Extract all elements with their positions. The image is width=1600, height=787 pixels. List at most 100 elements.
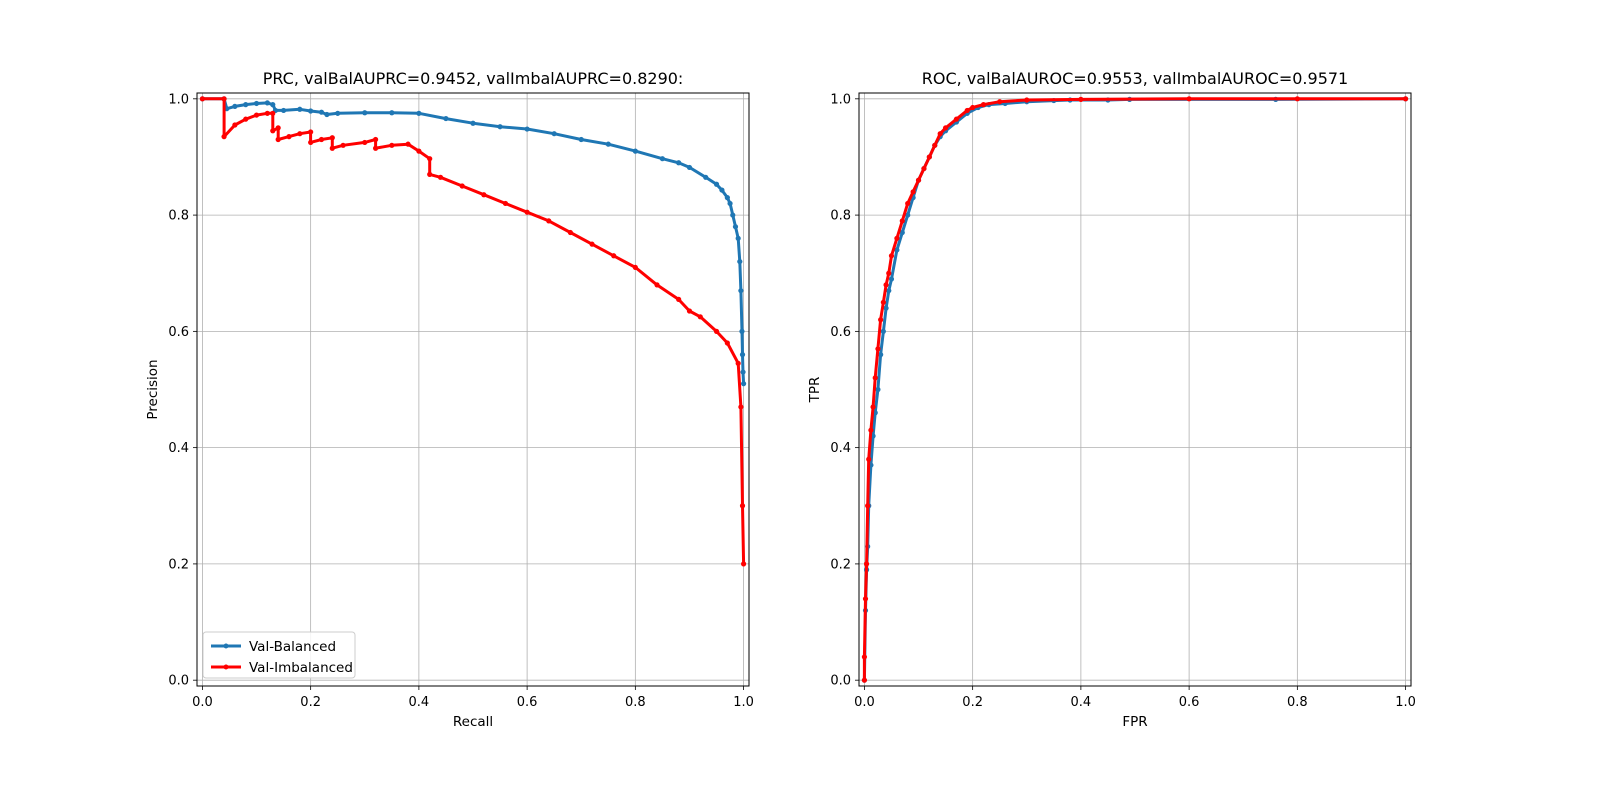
data-point [335,110,341,116]
data-point [232,103,238,109]
roc-panel: 0.0 0.2 0.4 0.6 0.8 1.0 0.0 0.2 0.4 0.6 0.8 1.0 RO… [807,69,1416,730]
data-point [942,125,949,131]
data-point [324,111,330,118]
x-tick-label: 0.6 [1179,695,1200,710]
data-point [1402,96,1409,102]
series-imbalanced [199,96,747,567]
data-point [362,110,368,116]
data-point [340,142,346,148]
data-point [389,142,395,148]
y-tick-label: 0.0 [168,674,189,689]
data-point [862,596,869,602]
series-line [862,97,1406,681]
data-point [732,224,739,230]
x-tick-label: 0.8 [625,695,646,710]
data-point [872,375,878,381]
data-point [329,135,335,141]
data-point [416,148,422,154]
data-point [886,288,892,294]
data-point [286,134,292,140]
data-point [875,386,881,393]
data-point [605,141,611,147]
data-point [470,120,476,126]
series-balanced [861,96,1409,683]
legend-label-balanced: Val-Balanced [249,639,336,655]
data-point [740,369,746,375]
data-point [497,124,503,130]
data-point [735,235,741,241]
prc-axes-frame [196,92,750,687]
prc-title: PRC, valBalAUPRC=0.9452, valImbalAUPRC=0… [263,69,684,88]
prc-y-axis-label: Precision [145,359,161,419]
data-point [676,160,682,166]
prc-panel: 0.0 0.2 0.4 0.6 0.8 1.0 0.0 0.2 0.4 0.6 0.8 1.0 PR… [145,69,754,730]
data-point [308,139,314,146]
data-point [739,503,746,509]
roc-y-axis-label: TPR [807,377,823,404]
prc-lines [199,96,747,567]
data-point [713,328,720,334]
data-point [654,282,660,288]
data-point [964,107,970,114]
data-point [611,253,617,259]
roc-lines [861,96,1409,683]
data-point [953,116,960,122]
legend-label-imbalanced: Val-Imbalanced [249,660,353,676]
y-tick-label: 0.4 [168,441,189,456]
x-tick-label: 1.0 [733,695,754,710]
roc-y-ticks: 0.0 0.2 0.4 0.6 0.8 1.0 [830,92,859,689]
roc-gridlines [859,93,1411,686]
data-point [427,156,433,162]
data-point [740,561,747,567]
series-line [202,97,746,384]
data-point [416,110,422,116]
data-point [880,328,886,334]
data-point [865,503,871,509]
data-point [427,171,433,177]
data-point [738,404,744,410]
data-point [686,308,693,314]
data-point [632,264,638,271]
data-point [275,136,281,143]
data-point [632,148,638,154]
data-point [861,654,868,660]
data-point [878,352,884,358]
data-point [861,677,868,683]
y-tick-label: 0.0 [830,674,851,689]
data-point [870,404,876,410]
series-balanced [199,96,747,387]
x-tick-label: 0.2 [300,695,321,710]
data-point [308,129,314,135]
data-point [297,106,303,112]
x-tick-label: 0.6 [517,695,538,710]
data-point [362,139,368,146]
data-point [905,200,911,207]
prc-gridlines [197,93,749,686]
data-point [567,229,574,236]
data-point [264,110,270,116]
data-point [243,116,249,122]
data-point [980,102,987,108]
data-point [899,229,905,236]
legend-item-balanced: Val-Balanced [211,639,336,655]
data-point [443,115,449,122]
data-point [915,177,922,183]
y-tick-label: 1.0 [830,92,851,107]
data-point [894,235,900,241]
data-point [1186,96,1192,102]
x-tick-label: 1.0 [1395,695,1416,710]
roc-title: ROC, valBalAUROC=0.9553, valImbalAUROC=0… [922,69,1348,88]
data-point [738,288,744,294]
data-point [243,102,249,108]
data-point [329,145,335,151]
data-point [232,122,238,128]
data-point [905,212,911,218]
data-point [735,360,741,366]
data-point [578,136,584,143]
prc-y-ticks: 0.0 0.2 0.4 0.6 0.8 1.0 [168,92,197,689]
data-point [866,456,872,462]
data-point [275,125,281,131]
data-point [883,305,889,311]
data-point [676,296,682,302]
data-point [910,189,916,195]
